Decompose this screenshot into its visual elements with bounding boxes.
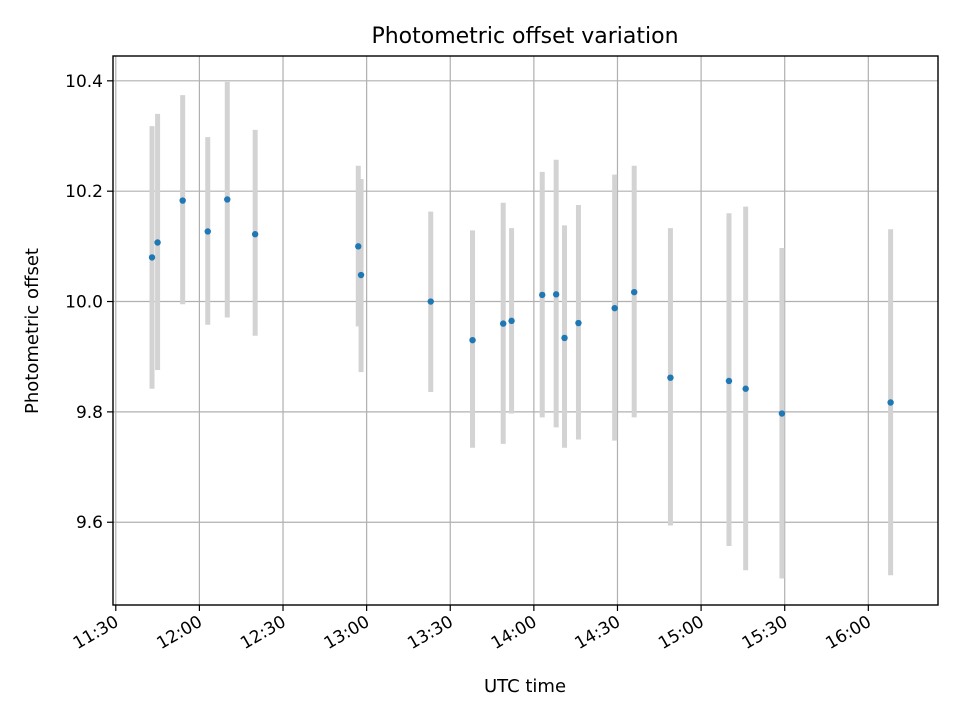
- data-point-10: [500, 320, 507, 327]
- y-axis-ticks: 9.6 9.8 10.0 10.2 10.4: [65, 72, 113, 533]
- data-points: [148, 196, 894, 417]
- data-point-6: [355, 243, 362, 250]
- y-tick-label-3: 10.2: [65, 182, 103, 202]
- x-axis-label: UTC time: [484, 676, 566, 697]
- data-point-13: [552, 291, 560, 298]
- data-point-4: [224, 196, 231, 203]
- data-point-7: [357, 271, 365, 279]
- y-tick-label-2: 10.0: [65, 293, 103, 313]
- data-point-14: [561, 334, 568, 342]
- data-point-9: [469, 336, 476, 344]
- y-tick-label-0: 9.6: [76, 513, 103, 533]
- data-point-21: [778, 410, 786, 417]
- data-point-17: [630, 288, 638, 296]
- data-point-19: [725, 377, 733, 385]
- data-point-12: [539, 291, 546, 299]
- data-point-22: [887, 399, 894, 406]
- data-point-20: [742, 385, 749, 392]
- data-point-15: [575, 319, 582, 327]
- data-point-11: [508, 317, 515, 325]
- data-point-1: [154, 239, 161, 246]
- data-point-16: [611, 304, 618, 312]
- grid-lines: [113, 56, 938, 605]
- data-point-8: [427, 298, 434, 305]
- plot-frame: [112, 55, 939, 606]
- chart-title: Photometric offset variation: [371, 24, 678, 49]
- y-tick-label-4: 10.4: [65, 72, 103, 92]
- y-axis-label: Photometric offset: [22, 248, 43, 414]
- data-point-3: [204, 228, 211, 235]
- data-point-18: [667, 374, 674, 381]
- y-tick-label-1: 9.8: [76, 403, 103, 423]
- data-point-5: [251, 231, 259, 238]
- data-point-0: [148, 254, 156, 261]
- data-point-2: [179, 197, 186, 204]
